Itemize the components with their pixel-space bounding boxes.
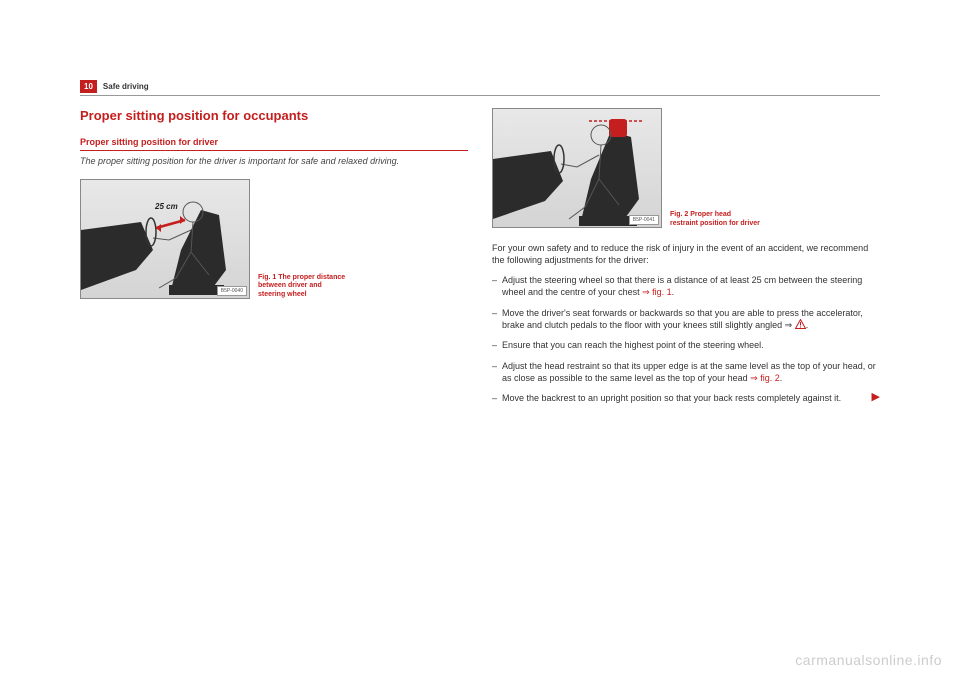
- figure-1-distance-label: 25 cm: [155, 202, 178, 211]
- left-column: Proper sitting position for occupants Pr…: [80, 108, 468, 412]
- figure-2-block: B5P-0041 Fig. 2 Proper head restraint po…: [492, 108, 880, 228]
- right-column: B5P-0041 Fig. 2 Proper head restraint po…: [492, 108, 880, 412]
- figure-1-block: 25 cm B5P-0040 Fig. 1 The proper distanc…: [80, 179, 468, 299]
- bullet-text: .: [780, 373, 783, 383]
- intro-paragraph: For your own safety and to reduce the ri…: [492, 242, 880, 266]
- watermark: carmanualsonline.info: [795, 652, 942, 668]
- page-number: 10: [80, 80, 97, 93]
- figure-1-image: 25 cm B5P-0040: [80, 179, 250, 299]
- bullet-text: Adjust the head restraint so that its up…: [502, 361, 876, 383]
- bullet-text: Adjust the steering wheel so that there …: [502, 275, 862, 297]
- bullet-text: Move the backrest to an upright position…: [502, 393, 841, 403]
- warning-icon: [795, 319, 806, 331]
- bullet-text: Move the driver's seat forwards or backw…: [502, 308, 863, 330]
- continue-arrow-icon: ▶: [872, 390, 880, 405]
- bullet-text: Ensure that you can reach the highest po…: [502, 340, 764, 350]
- adjustment-list: Adjust the steering wheel so that there …: [492, 274, 880, 404]
- fig-ref: ⇒ fig. 2: [750, 373, 780, 383]
- intro-text: The proper sitting position for the driv…: [80, 155, 468, 167]
- list-item: Move the driver's seat forwards or backw…: [492, 307, 880, 332]
- list-item: Ensure that you can reach the highest po…: [492, 339, 880, 351]
- figure-2-caption: Fig. 2 Proper head restraint position fo…: [670, 211, 760, 228]
- figure-1-badge: B5P-0040: [217, 286, 247, 296]
- fig-ref: ⇒ fig. 1: [642, 287, 672, 297]
- bullet-text: .: [806, 320, 809, 330]
- header-section: Safe driving: [103, 82, 149, 91]
- figure-2-image: B5P-0041: [492, 108, 662, 228]
- figure-1-caption: Fig. 1 The proper distance between drive…: [258, 274, 348, 299]
- page-header: 10 Safe driving: [80, 80, 880, 96]
- section-title: Proper sitting position for occupants: [80, 108, 468, 123]
- bullet-text: .: [672, 287, 675, 297]
- subsection-title: Proper sitting position for driver: [80, 137, 468, 151]
- list-item: Adjust the steering wheel so that there …: [492, 274, 880, 298]
- list-item: Adjust the head restraint so that its up…: [492, 360, 880, 384]
- figure-2-badge: B5P-0041: [629, 215, 659, 225]
- list-item: Move the backrest to an upright position…: [492, 392, 880, 404]
